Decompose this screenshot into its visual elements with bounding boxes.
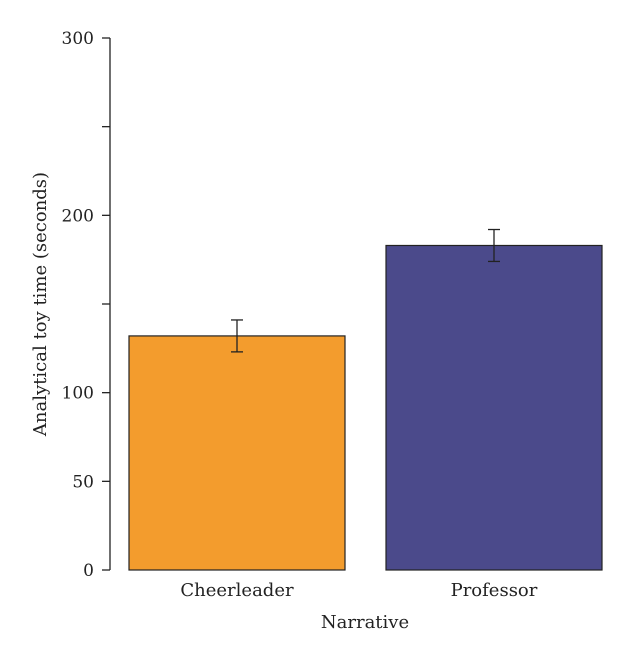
y-tick-label: 100 bbox=[62, 384, 94, 404]
x-tick-label: Cheerleader bbox=[180, 580, 294, 601]
bars-group bbox=[128, 244, 603, 571]
bar-cheerleader bbox=[128, 335, 346, 571]
error-bars-group bbox=[231, 228, 500, 353]
bar-professor bbox=[385, 244, 603, 571]
y-tick-label: 50 bbox=[72, 472, 94, 492]
x-tick-labels: Cheerleader Professor bbox=[180, 580, 537, 601]
y-tick-label: 300 bbox=[62, 29, 94, 49]
x-axis-label: Narrative bbox=[321, 612, 409, 633]
x-tick-label: Professor bbox=[451, 580, 538, 601]
y-tick-label: 0 bbox=[83, 561, 94, 581]
y-axis: 0 50 100 200 300 bbox=[62, 29, 111, 581]
y-tick-label: 200 bbox=[62, 206, 94, 226]
y-ticks: 0 50 100 200 300 bbox=[62, 29, 110, 581]
y-axis-label: Analytical toy time (seconds) bbox=[30, 172, 51, 437]
